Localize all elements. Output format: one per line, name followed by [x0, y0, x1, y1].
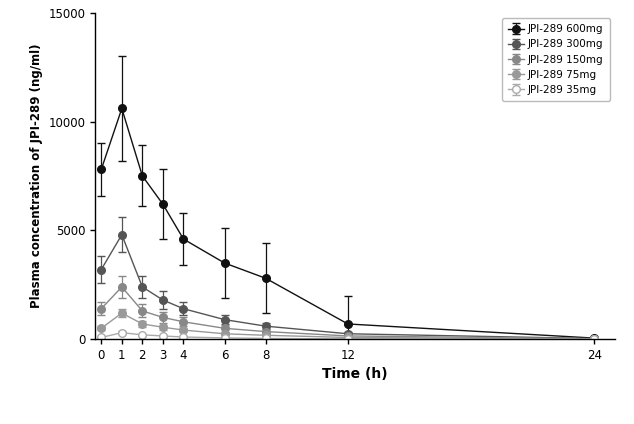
X-axis label: Time (h): Time (h): [322, 368, 388, 382]
Y-axis label: Plasma concentration of JPI-289 (ng/ml): Plasma concentration of JPI-289 (ng/ml): [30, 44, 43, 308]
Legend: JPI-289 600mg, JPI-289 300mg, JPI-289 150mg, JPI-289 75mg, JPI-289 35mg: JPI-289 600mg, JPI-289 300mg, JPI-289 15…: [502, 18, 610, 101]
